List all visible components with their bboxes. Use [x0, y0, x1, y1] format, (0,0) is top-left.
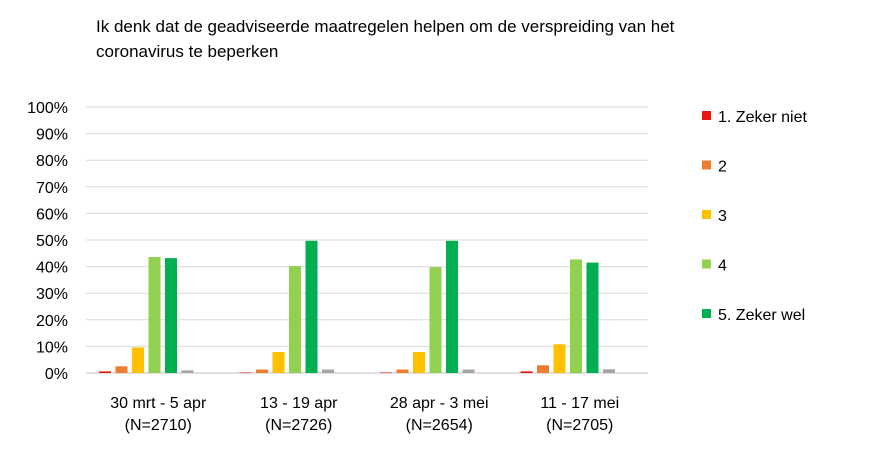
y-axis-ticks: 0% 10% 20% 30% 40% 50% 60% 70% 80% 90% 100% [27, 100, 68, 383]
y-tick-label: 80% [36, 153, 68, 170]
x-tick-label: 30 mrt - 5 apr [110, 395, 207, 412]
y-tick-label: 70% [36, 180, 68, 197]
legend-label: 4 [718, 258, 727, 275]
gridlines [86, 106, 648, 374]
bar [115, 366, 128, 373]
bar [322, 369, 334, 373]
bar [570, 259, 582, 373]
legend-label: 3 [718, 208, 727, 225]
legend: 1. Zeker niet 2 3 4 5. Zeker wel [702, 109, 807, 324]
y-tick-label: 20% [36, 313, 68, 330]
legend-swatch [702, 259, 711, 269]
x-tick-label: (N=2710) [125, 417, 192, 434]
bar [603, 369, 615, 373]
y-tick-label: 30% [36, 286, 68, 303]
legend-swatch [702, 111, 711, 120]
x-tick-label: (N=2705) [546, 417, 613, 434]
bar [272, 351, 285, 373]
bar [586, 262, 599, 373]
bars [99, 240, 615, 374]
bar [181, 370, 194, 373]
x-tick-label: (N=2726) [265, 417, 332, 434]
bar [413, 351, 425, 373]
y-tick-label: 10% [36, 339, 68, 356]
bar [520, 371, 533, 373]
bar [256, 369, 268, 373]
bar [429, 267, 442, 373]
bar [99, 371, 111, 373]
bar [239, 372, 252, 374]
x-tick-label: 11 - 17 mei [540, 395, 619, 412]
y-tick-label: 0% [45, 366, 68, 383]
y-tick-label: 90% [36, 127, 68, 144]
x-tick-label: 28 apr - 3 mei [390, 395, 489, 412]
bar [446, 240, 458, 373]
bar [380, 372, 392, 374]
x-tick-label: 13 - 19 apr [260, 395, 338, 412]
bar [553, 344, 566, 373]
bar [165, 258, 177, 373]
bar [148, 257, 161, 373]
bar [305, 240, 318, 373]
bar [289, 266, 301, 373]
x-tick-label: (N=2654) [406, 417, 473, 434]
legend-label: 2 [718, 159, 727, 176]
y-tick-label: 100% [27, 100, 68, 117]
bar [537, 365, 549, 373]
bar [396, 369, 409, 373]
y-tick-label: 60% [36, 206, 68, 223]
bar [132, 347, 144, 373]
chart-title: Ik denk dat de geadviseerde maatregelen … [96, 17, 675, 61]
legend-label: 5. Zeker wel [718, 307, 805, 324]
legend-swatch [702, 160, 711, 170]
x-axis-labels: 30 mrt - 5 apr (N=2710) 13 - 19 apr (N=2726… [110, 395, 619, 434]
legend-label: 1. Zeker niet [718, 109, 807, 126]
y-tick-label: 50% [36, 233, 68, 250]
legend-swatch [702, 210, 711, 219]
bar [462, 369, 475, 373]
y-tick-label: 40% [36, 260, 68, 277]
legend-swatch [702, 309, 711, 318]
